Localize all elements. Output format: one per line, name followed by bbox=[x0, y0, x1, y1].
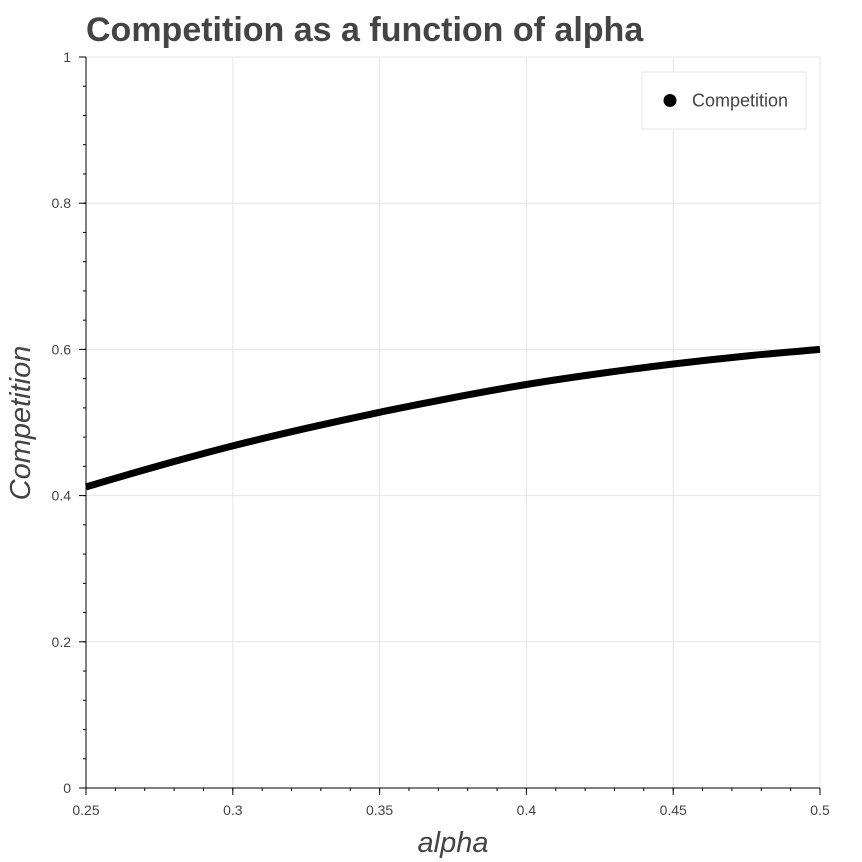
x-tick-label: 0.3 bbox=[223, 802, 243, 818]
x-tick-label: 0.25 bbox=[72, 802, 99, 818]
y-tick-label: 0.8 bbox=[52, 195, 72, 211]
x-tick-label: 0.4 bbox=[517, 802, 537, 818]
y-tick-label: 0.6 bbox=[52, 341, 72, 357]
y-tick-label: 1 bbox=[63, 49, 71, 65]
legend: Competition bbox=[641, 71, 807, 130]
x-tick-label: 0.35 bbox=[366, 802, 393, 818]
series-line-competition bbox=[85, 345, 821, 491]
x-tick-label: 0.5 bbox=[810, 802, 830, 818]
series-lines bbox=[85, 345, 821, 491]
y-tick-label: 0.4 bbox=[52, 488, 72, 504]
x-axis-label: alpha bbox=[418, 827, 489, 859]
legend-entry-label: Competition bbox=[692, 91, 788, 111]
y-tick-label: 0.2 bbox=[52, 634, 72, 650]
y-axis-label: Competition bbox=[5, 346, 37, 501]
y-tick-label: 0 bbox=[63, 780, 71, 796]
grid-lines bbox=[85, 56, 821, 789]
axes: 0.25 0.3 0.35 0.4 0.45 0.5 0 0.2 0.4 0.6 0.8 1 bbox=[52, 49, 830, 818]
x-tick-label: 0.45 bbox=[660, 802, 687, 818]
legend-marker bbox=[663, 94, 677, 107]
chart-title: Competition as a function of alpha bbox=[86, 11, 644, 49]
